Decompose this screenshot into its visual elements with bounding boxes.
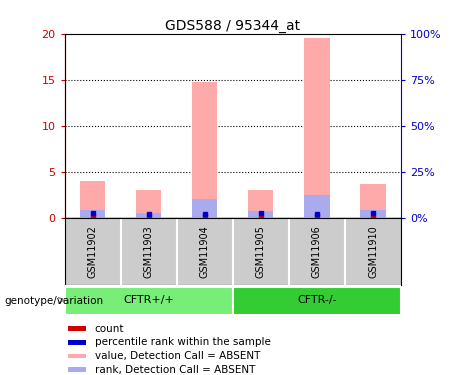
Bar — [233, 286, 401, 315]
Text: rank, Detection Call = ABSENT: rank, Detection Call = ABSENT — [95, 365, 255, 375]
Text: GSM11906: GSM11906 — [312, 225, 322, 278]
Text: GSM11903: GSM11903 — [144, 225, 154, 278]
Bar — [136, 190, 161, 217]
Bar — [68, 354, 86, 358]
Bar — [361, 183, 386, 218]
Bar — [136, 213, 161, 217]
Bar — [304, 195, 330, 217]
Text: GSM11904: GSM11904 — [200, 225, 210, 278]
Text: genotype/variation: genotype/variation — [5, 296, 104, 306]
Bar — [248, 190, 273, 217]
Text: GSM11902: GSM11902 — [88, 225, 98, 278]
Bar — [304, 38, 330, 218]
Bar — [80, 210, 105, 218]
Title: GDS588 / 95344_at: GDS588 / 95344_at — [165, 19, 301, 33]
Bar — [361, 210, 386, 218]
Bar — [68, 326, 86, 331]
Text: GSM11905: GSM11905 — [256, 225, 266, 278]
Bar — [192, 199, 218, 217]
Text: GSM11910: GSM11910 — [368, 225, 378, 278]
Text: value, Detection Call = ABSENT: value, Detection Call = ABSENT — [95, 351, 260, 361]
Bar — [80, 181, 105, 218]
Bar — [68, 368, 86, 372]
Bar — [192, 81, 218, 218]
Bar — [65, 286, 233, 315]
Text: CFTR-/-: CFTR-/- — [297, 295, 337, 305]
Bar — [248, 211, 273, 217]
Text: percentile rank within the sample: percentile rank within the sample — [95, 338, 271, 348]
Text: CFTR+/+: CFTR+/+ — [123, 295, 174, 305]
Bar — [68, 340, 86, 345]
Text: count: count — [95, 324, 124, 334]
